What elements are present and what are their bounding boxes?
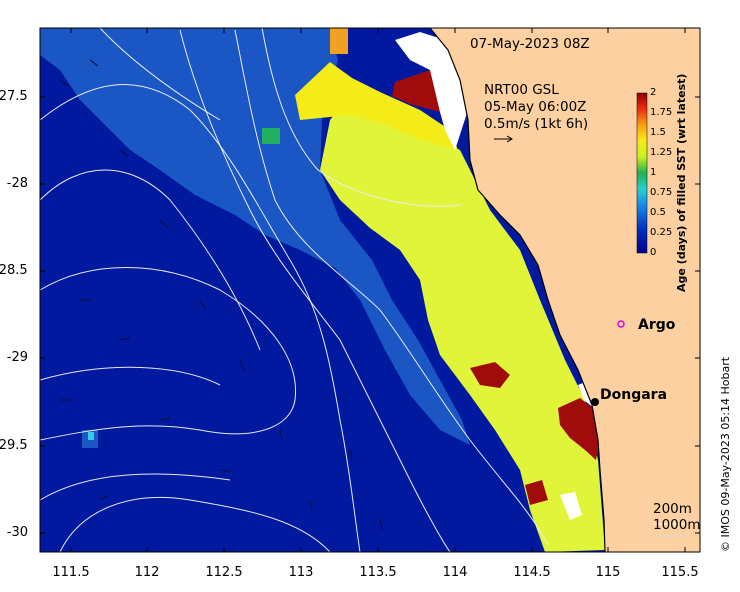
argo-label: Argo xyxy=(638,317,676,333)
lat-tick-29: -29 xyxy=(6,350,28,365)
lat-tick-28: -28 xyxy=(6,176,28,191)
argo-marker xyxy=(617,320,625,328)
lon-tick-114: 114 xyxy=(442,565,468,580)
imos-credit: © IMOS 09-May-2023 05:14 Hobart xyxy=(719,356,732,552)
map-frame xyxy=(39,27,701,553)
lat-tick-29-5: -29.5 xyxy=(0,438,28,453)
date-label: 07-May-2023 08Z xyxy=(470,36,590,52)
cb-tick-1-75: 1.75 xyxy=(650,107,673,118)
current-arrows xyxy=(59,59,383,531)
lon-tick-115: 115 xyxy=(595,565,621,580)
depth-legend-200m: 200m xyxy=(653,501,692,517)
cb-tick-0: 0 xyxy=(650,247,657,258)
coastline xyxy=(429,27,606,553)
cb-tick-1-5: 1.5 xyxy=(650,127,666,138)
dongara-label: Dongara xyxy=(600,387,668,403)
depth-contours xyxy=(179,27,549,553)
no-data-white-3 xyxy=(560,492,582,520)
yellow-region xyxy=(295,62,458,150)
fresh-sst-region xyxy=(320,95,605,552)
old-patch-mid xyxy=(470,362,510,388)
product-line-3: 0.5m/s (1kt 6h) xyxy=(484,116,589,132)
green-patch xyxy=(262,128,280,144)
cyan-patch xyxy=(88,432,94,440)
colorbar xyxy=(636,92,648,254)
cb-tick-0-5: 0.5 xyxy=(650,207,666,218)
lon-tick-112-5: 112.5 xyxy=(205,565,243,580)
current-streamlines xyxy=(39,27,361,553)
lat-tick-30: -30 xyxy=(6,525,28,540)
lon-tick-113: 113 xyxy=(288,565,314,580)
lon-tick-114-5: 114.5 xyxy=(513,565,551,580)
mid-age-region xyxy=(40,28,470,445)
product-line-2: 05-May 06:00Z xyxy=(484,99,587,115)
cb-tick-2: 2 xyxy=(650,87,657,98)
axis-ticks xyxy=(40,28,700,552)
lon-tick-115-5: 115.5 xyxy=(661,565,699,580)
lon-tick-113-5: 113.5 xyxy=(359,565,397,580)
orange-patch xyxy=(330,28,348,54)
no-data-white xyxy=(395,32,470,150)
lat-tick-28-5: -28.5 xyxy=(0,263,28,278)
lon-tick-111-5: 111.5 xyxy=(52,565,90,580)
lat-tick-27-5: -27.5 xyxy=(0,89,28,104)
old-patch-small xyxy=(525,480,548,505)
lon-tick-112: 112 xyxy=(134,565,160,580)
dongara-marker xyxy=(591,398,599,406)
colorbar-title: Age (days) of filled SST (wrt latest) xyxy=(675,73,688,292)
cb-tick-1-25: 1.25 xyxy=(650,147,673,158)
scale-arrow-head xyxy=(506,135,513,143)
depth-legend-1000m: 1000m xyxy=(653,517,701,533)
cb-tick-1: 1 xyxy=(650,167,657,178)
cb-tick-0-75: 0.75 xyxy=(650,187,673,198)
old-patch-south xyxy=(558,398,600,460)
product-line-1: NRT00 GSL xyxy=(484,82,559,98)
mid-age-region-2 xyxy=(40,28,200,80)
cb-tick-0-25: 0.25 xyxy=(650,227,673,238)
land-mass xyxy=(430,28,700,552)
